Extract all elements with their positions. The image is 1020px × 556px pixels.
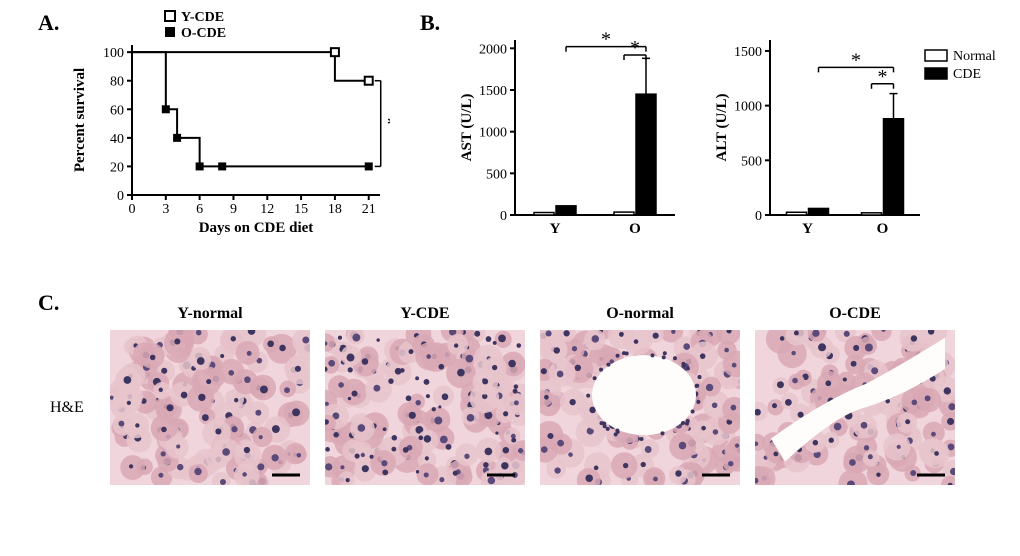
svg-text:Y: Y: [550, 221, 561, 237]
svg-text:21: 21: [362, 202, 376, 217]
svg-text:CDE: CDE: [953, 67, 981, 82]
svg-text:Y-CDE: Y-CDE: [181, 10, 224, 25]
svg-text:Days on CDE diet: Days on CDE diet: [199, 220, 314, 235]
panel-b-label: B.: [420, 10, 440, 36]
svg-text:60: 60: [110, 103, 124, 118]
svg-text:AST (U/L): AST (U/L): [459, 94, 475, 162]
histology-title-2: O-normal: [540, 305, 740, 323]
svg-text:0: 0: [755, 209, 762, 224]
svg-text:*: *: [601, 29, 611, 51]
svg-text:20: 20: [110, 160, 124, 175]
histology-o-cde: [755, 330, 955, 485]
svg-text:O-CDE: O-CDE: [181, 26, 226, 41]
svg-text:15: 15: [294, 202, 308, 217]
histology-title-0: Y-normal: [110, 305, 310, 323]
ast-chart: 0 500 1000 1500 2000 AST (U/L) Y O * *: [455, 15, 685, 245]
histology-y-normal: [110, 330, 310, 485]
svg-text:500: 500: [486, 167, 507, 182]
alt-chart: 0 500 1000 1500 ALT (U/L) Y O * * Normal CDE: [710, 15, 1010, 245]
survival-chart: 0 20 40 60 80 100 0 3 6 9 12 15 18 21 Days on CDE diet…: [70, 5, 390, 235]
svg-text:12: 12: [260, 202, 274, 217]
histology-titles-row: Y-normal Y-CDE O-normal O-CDE: [110, 305, 970, 323]
panel-a-label: A.: [38, 10, 59, 36]
svg-text:O: O: [877, 221, 889, 237]
svg-text:2000: 2000: [479, 42, 507, 57]
svg-text:Percent survival: Percent survival: [72, 68, 88, 172]
svg-text:18: 18: [328, 202, 342, 217]
svg-text:*: *: [878, 66, 888, 88]
histology-title-3: O-CDE: [755, 305, 955, 323]
svg-text:80: 80: [110, 75, 124, 90]
svg-text:500: 500: [741, 154, 762, 169]
svg-text:O: O: [629, 221, 641, 237]
svg-text:1500: 1500: [479, 84, 507, 99]
svg-text:1000: 1000: [479, 126, 507, 141]
histology-o-normal: [540, 330, 740, 485]
svg-text:*: *: [387, 112, 390, 137]
svg-text:1500: 1500: [734, 45, 762, 60]
svg-text:9: 9: [230, 202, 237, 217]
svg-text:*: *: [630, 37, 640, 59]
he-row-label: H&E: [50, 399, 110, 417]
svg-text:0: 0: [129, 202, 136, 217]
histology-row: H&E: [50, 330, 970, 485]
svg-text:0: 0: [117, 189, 124, 204]
svg-text:6: 6: [196, 202, 203, 217]
svg-text:ALT (U/L): ALT (U/L): [714, 94, 730, 162]
svg-text:Normal: Normal: [953, 49, 996, 64]
svg-text:*: *: [851, 49, 861, 71]
histology-title-1: Y-CDE: [325, 305, 525, 323]
histology-y-cde: [325, 330, 525, 485]
svg-text:0: 0: [500, 209, 507, 224]
svg-text:40: 40: [110, 132, 124, 147]
svg-text:1000: 1000: [734, 100, 762, 115]
svg-text:Y: Y: [802, 221, 813, 237]
svg-text:3: 3: [162, 202, 169, 217]
svg-text:100: 100: [103, 46, 124, 61]
panel-c-label: C.: [38, 290, 59, 316]
